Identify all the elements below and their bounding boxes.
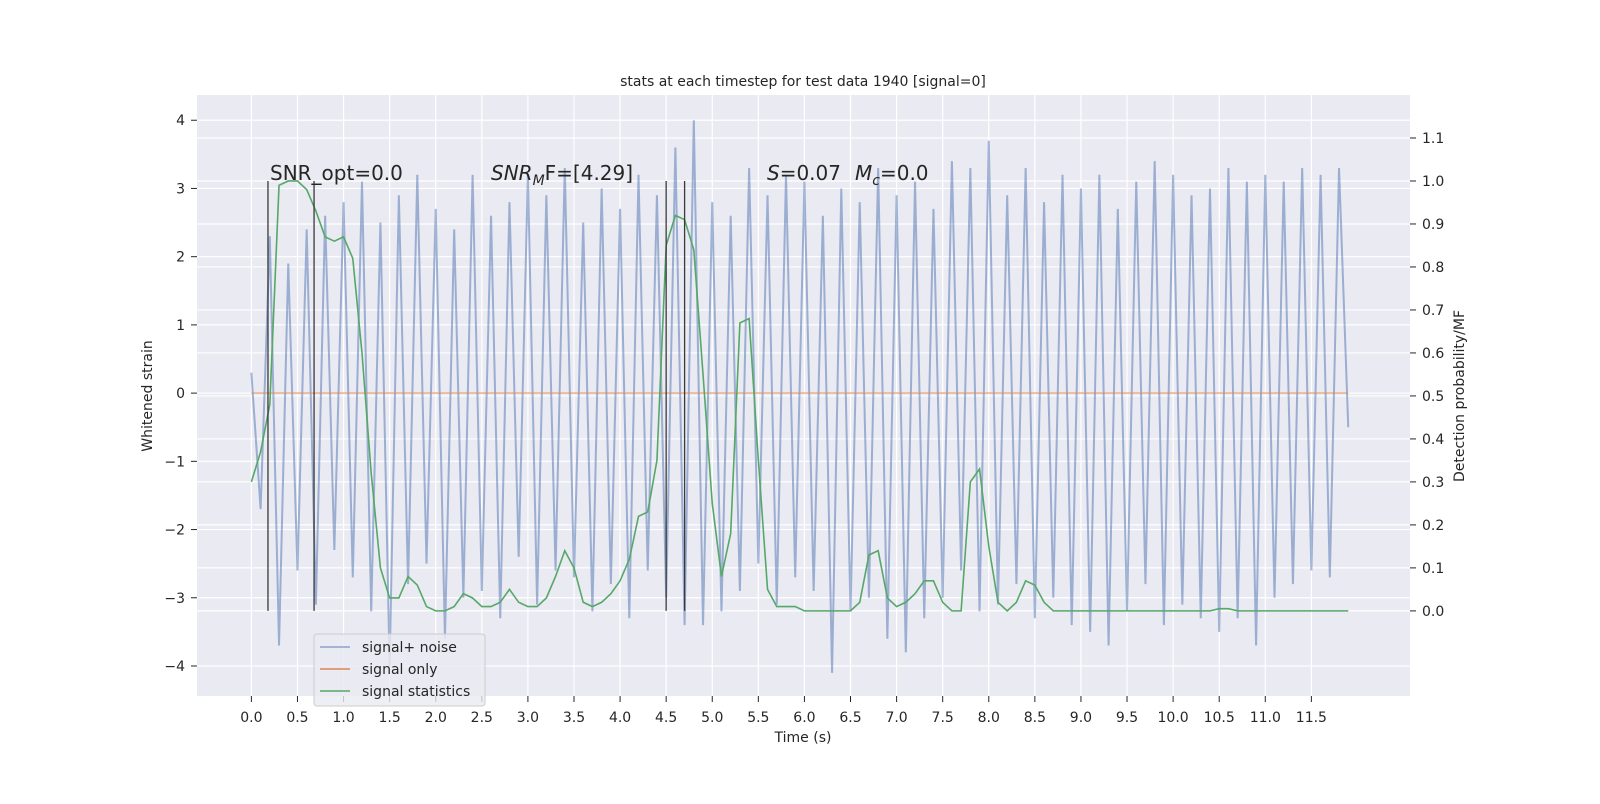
x-tick-label: 11.5: [1296, 710, 1327, 726]
annotation-part: =0.07: [780, 161, 841, 185]
y2-tick-label: 0.6: [1422, 346, 1444, 362]
annotation-part: F=[4.29]: [545, 161, 633, 185]
y-tick-label: 4: [176, 113, 185, 129]
annotation-part: M: [533, 173, 545, 189]
y-tick-label: −1: [164, 454, 185, 470]
y-tick-label: 3: [176, 181, 185, 197]
x-tick-label: 10.5: [1204, 710, 1235, 726]
x-tick-label: 9.5: [1116, 710, 1138, 726]
annotation-part: =0.0: [880, 161, 929, 185]
y2-tick-label: 0.1: [1422, 561, 1444, 577]
legend-label: signal statistics: [362, 684, 470, 700]
x-tick-label: 10.0: [1158, 710, 1189, 726]
x-tick-label: 3.5: [563, 710, 585, 726]
y2-tick-label: 1.0: [1422, 174, 1444, 190]
y2-axis-label: Detection probability/MF: [1452, 310, 1468, 482]
series-line: [250, 180, 1349, 612]
x-tick-label: 8.5: [1024, 710, 1046, 726]
y-axis-label: Whitened strain: [140, 340, 156, 451]
y2-tick-label: 0.8: [1422, 260, 1444, 276]
y2-tick-label: 0.7: [1422, 303, 1444, 319]
annotation-part: SNR_opt=0.0: [270, 161, 403, 185]
x-tick-label: 5.0: [701, 710, 723, 726]
y-tick-label: −3: [164, 591, 185, 607]
x-tick-label: 8.0: [978, 710, 1000, 726]
legend-label: signal+ noise: [362, 640, 457, 656]
legend-label: signal only: [362, 662, 437, 678]
x-tick-label: 1.5: [379, 710, 401, 726]
x-tick-label: 4.5: [655, 710, 677, 726]
y2-tick-label: 0.3: [1422, 475, 1444, 491]
x-tick-label: 0.5: [286, 710, 308, 726]
x-tick-label: 7.0: [885, 710, 907, 726]
series-line: [250, 120, 1350, 673]
y-tick-label: 0: [176, 386, 185, 402]
x-tick-label: 4.0: [609, 710, 631, 726]
legend-box: [313, 633, 486, 707]
annotation-part: M: [855, 161, 872, 185]
x-tick-label: 7.5: [932, 710, 954, 726]
x-tick-label: 0.0: [240, 710, 262, 726]
x-tick-label: 11.0: [1250, 710, 1281, 726]
y2-tick-label: 0.9: [1422, 217, 1444, 233]
x-tick-label: 6.0: [793, 710, 815, 726]
y2-tick-label: 0.0: [1422, 604, 1444, 620]
y-tick-label: 1: [176, 318, 185, 334]
y2-tick-label: 0.4: [1422, 432, 1444, 448]
x-tick-label: 1.0: [332, 710, 354, 726]
y2-tick-label: 0.5: [1422, 389, 1444, 405]
y-tick-label: −4: [164, 659, 185, 675]
annotation: SNRMF=[4.29]: [491, 161, 633, 189]
y2-tick-label: 1.1: [1422, 131, 1444, 147]
x-tick-label: 5.5: [747, 710, 769, 726]
chart-title: stats at each timestep for test data 194…: [620, 74, 986, 90]
x-tick-label: 6.5: [839, 710, 861, 726]
y2-tick-label: 0.2: [1422, 518, 1444, 534]
x-tick-label: 2.5: [471, 710, 493, 726]
annotation-part: S: [767, 161, 780, 185]
annotation: S=0.07 Mc=0.0: [767, 161, 929, 189]
x-tick-label: 3.0: [517, 710, 539, 726]
x-axis-label: Time (s): [774, 730, 832, 746]
y-tick-label: 2: [176, 250, 185, 266]
x-tick-label: 9.0: [1070, 710, 1092, 726]
y-tick-label: −2: [164, 523, 185, 539]
annotation-part: c: [872, 173, 880, 189]
annotation-part: SNR: [491, 161, 533, 185]
annotation: SNR_opt=0.0: [270, 161, 403, 185]
x-tick-label: 2.0: [425, 710, 447, 726]
